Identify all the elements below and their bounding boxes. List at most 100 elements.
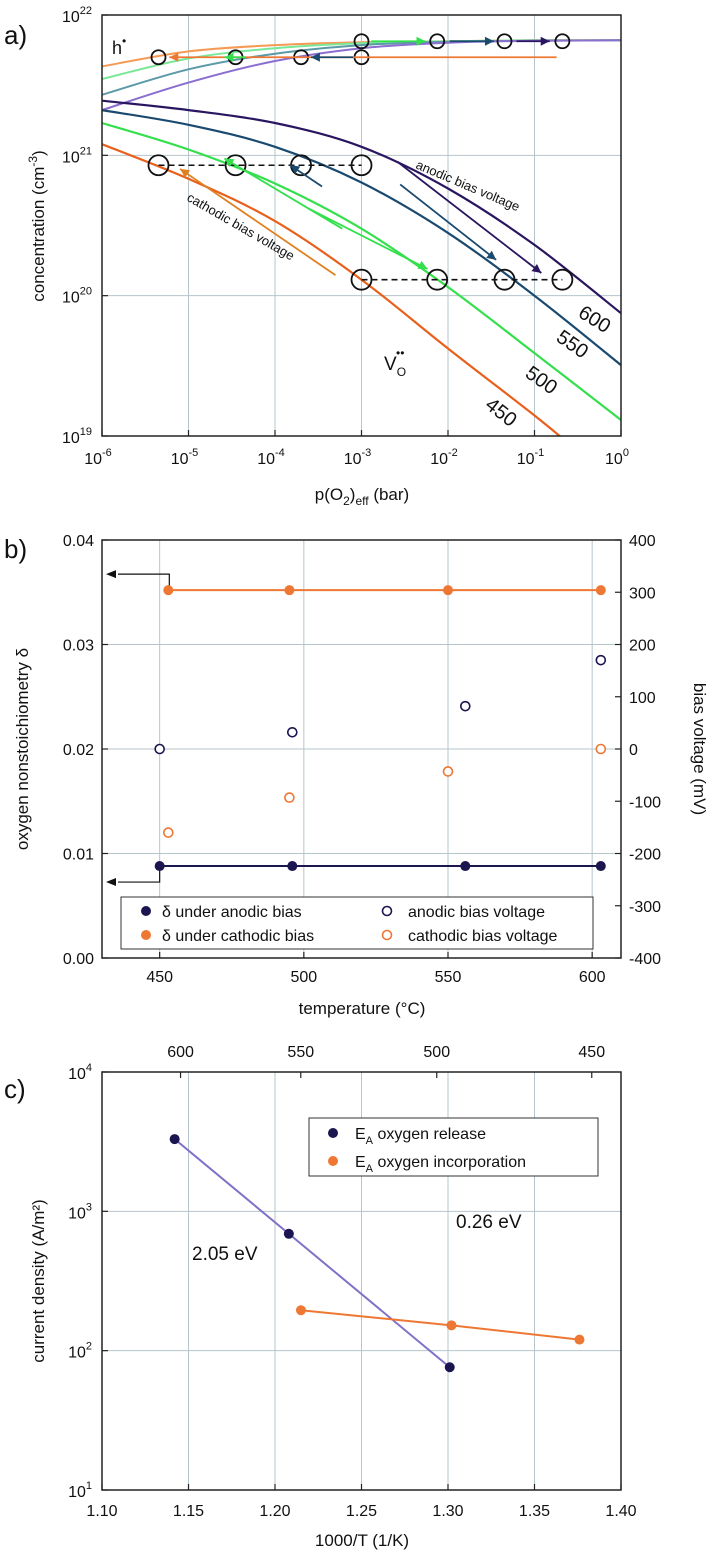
pc-ytick-exp: 2 [86,1341,92,1353]
vacancy-label: VO •• [384,346,406,379]
vacancy-symbol: V [384,354,397,375]
pc-ytick-base: 10 [68,1345,86,1362]
pa-xtick-base: 10 [257,451,275,468]
open-marker [551,268,574,291]
panel-b-xlabel: temperature (°C) [299,999,426,1018]
panel-c-axes: 1.10 1.15 1.20 1.25 1.30 1.35 1.40 600 550 500 450… [68,1044,637,1520]
arrow-shaft [396,161,542,274]
pc-top-tick: 450 [578,1044,605,1061]
arrow-head [484,36,494,46]
pc-ytick-exp: 1 [86,1480,92,1492]
open-marker [554,33,571,50]
pc-xtick: 1.10 [86,1503,117,1520]
pc-ytick: 102 [68,1341,92,1362]
legend-anodic-delta: δ under anodic bias [162,904,302,921]
pb-point-0 [154,861,165,872]
pa-xtick: 10-6 [84,447,112,468]
pa-xlabel-close: ) [350,485,356,504]
pa-xtick: 10-2 [430,447,458,468]
vacancy-site: O [397,365,406,379]
pb-xtick: 600 [579,969,606,986]
holes-label: h• [112,34,126,58]
pb-y2tick: -100 [629,794,661,811]
pa-xtick-exp: -5 [189,447,199,459]
legend-release-e: E [355,1126,366,1143]
anodic-annotation: anodic bias voltage [414,157,522,214]
panel-c-series [169,1134,585,1373]
panel-c: c) 1.10 1.15 1.20 1.25 1.30 1.35 1.40 600 550 500… [4,1044,637,1550]
pb-y2tick: 300 [629,585,656,602]
pc-point-1 [446,1320,457,1331]
legend-marker-cathodic-delta [141,930,151,940]
pa-xtick-base: 10 [430,451,448,468]
panel-a-label: a) [4,20,27,50]
pa-xtick-exp: -4 [275,447,285,459]
pc-ytick: 103 [68,1201,92,1222]
vacancy-line-450 [102,143,562,436]
open-marker [150,49,167,66]
panel-c-xlabel: 1000/T (1/K) [315,1531,409,1550]
pa-ytick-exp: 22 [80,5,92,17]
pb-point-2 [459,700,471,712]
pb-point-3 [284,792,295,803]
pb-point-0 [287,861,298,872]
arrow-head [169,52,179,62]
pb-y2tick: 200 [629,638,656,655]
pa-ytick: 1020 [62,286,92,307]
pc-ytick: 104 [68,1062,92,1083]
vacancy-charge: •• [396,346,404,360]
panel-c-label: c) [4,1074,26,1104]
pa-xtick-exp: -6 [102,447,112,459]
pc-top-tick: 600 [167,1044,194,1061]
pa-xtick-exp: -1 [535,447,545,459]
pb-ytick: 0.04 [63,533,94,550]
pa-xtick: 10-3 [344,447,372,468]
pc-xtick: 1.40 [605,1503,636,1520]
panel-b-grid [102,540,621,958]
holes-symbol: h [112,38,122,58]
legend-release-rest: oxygen release [373,1126,486,1143]
open-marker [224,154,247,177]
pa-xlabel-eff: eff [355,494,369,508]
pa-xtick-base: 10 [171,451,189,468]
pc-point-1 [574,1334,585,1345]
pb-y2tick: -300 [629,899,661,916]
pc-ytick-exp: 3 [86,1201,92,1213]
pa-xtick: 10-5 [171,447,199,468]
pa-xtick: 10-1 [517,447,545,468]
panel-a: a) 10-6 10-5 10-4 10-3 10-2 10-1 1001019102010… [4,5,629,508]
pa-ylabel-exp: -3 [26,156,40,167]
legend-marker-cathodic-voltage [381,929,393,941]
fit-label-incorporation: 0.26 eV [456,1212,522,1233]
pointer-cathodic-head [106,570,116,579]
pb-point-3 [442,766,454,777]
pc-point-0 [444,1362,455,1373]
pb-point-1 [595,585,606,596]
pointer-anodic-head [106,878,116,887]
pa-xtick-base: 10 [605,451,623,468]
arrow-shaft [223,157,343,230]
legend-marker-anodic-voltage [381,905,393,917]
panel-c-legend: EA oxygen release EA oxygen incorporatio… [308,1117,599,1177]
legend-marker-incorporation [328,1156,338,1166]
pa-ylabel-close: ) [29,150,48,156]
pb-y2tick: 0 [629,742,638,759]
cathodic-annotation: cathodic bias voltage [185,190,298,264]
pb-ytick: 0.02 [63,742,94,759]
arrow-head [531,263,542,274]
panel-b-legend: δ under anodic bias δ under cathodic bia… [120,896,594,950]
pa-xlabel-p: p(O [315,485,343,504]
legend-incorp-sub: A [366,1163,374,1175]
pa-ytick: 1022 [62,5,92,26]
open-marker [429,33,446,50]
arrow-shaft [307,207,428,270]
label-550: 550 [552,326,592,363]
pa-ylabel-main: concentration (cm [29,167,48,302]
pc-point-0 [169,1134,180,1145]
pc-ytick-base: 10 [68,1484,86,1501]
pa-ytick-base: 10 [62,430,80,447]
panel-b-y2label: bias voltage (mV) [690,683,708,815]
pa-ytick-base: 10 [62,290,80,307]
panel-c-ylabel: current density (A/m²) [29,1199,48,1362]
legend-box [120,896,594,950]
